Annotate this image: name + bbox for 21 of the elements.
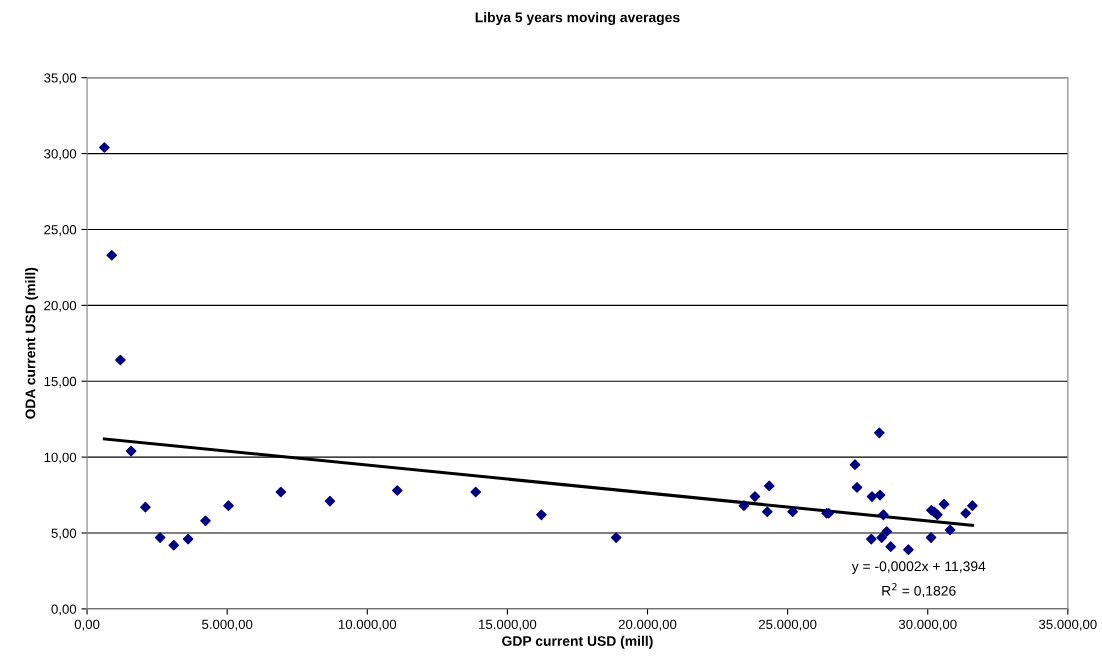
y-tick-label: 10,00 <box>44 452 77 464</box>
x-tick-label: 5.000,00 <box>202 619 253 631</box>
x-tick-label: 30.000,00 <box>898 619 957 631</box>
x-tick-label: 10.000,00 <box>338 619 397 631</box>
y-tick-label: 0,00 <box>51 604 77 616</box>
chart-title: Libya 5 years moving averages <box>475 12 680 26</box>
x-tick-label: 35.000,00 <box>1038 619 1097 631</box>
annotation: y = -0,0002x + 11,394 <box>851 561 986 574</box>
y-tick-label: 15,00 <box>44 376 77 388</box>
y-tick-label: 5,00 <box>51 528 77 540</box>
y-axis-title: ODA current USD (mill) <box>25 267 39 419</box>
annotation: R$^{2}$ = 0,1826 <box>882 583 956 598</box>
x-tick-label: 25.000,00 <box>758 619 817 631</box>
y-tick-label: 35,00 <box>44 73 77 85</box>
x-axis-title: GDP current USD (mill) <box>502 635 653 649</box>
x-tick-label: 15.000,00 <box>479 619 537 631</box>
x-tick-label: 20.000,00 <box>618 619 677 631</box>
x-tick-label: 0,00 <box>74 619 100 631</box>
y-tick-label: 30,00 <box>44 149 77 161</box>
y-tick-label: 25,00 <box>44 225 77 236</box>
y-tick-label: 20,00 <box>44 300 77 312</box>
